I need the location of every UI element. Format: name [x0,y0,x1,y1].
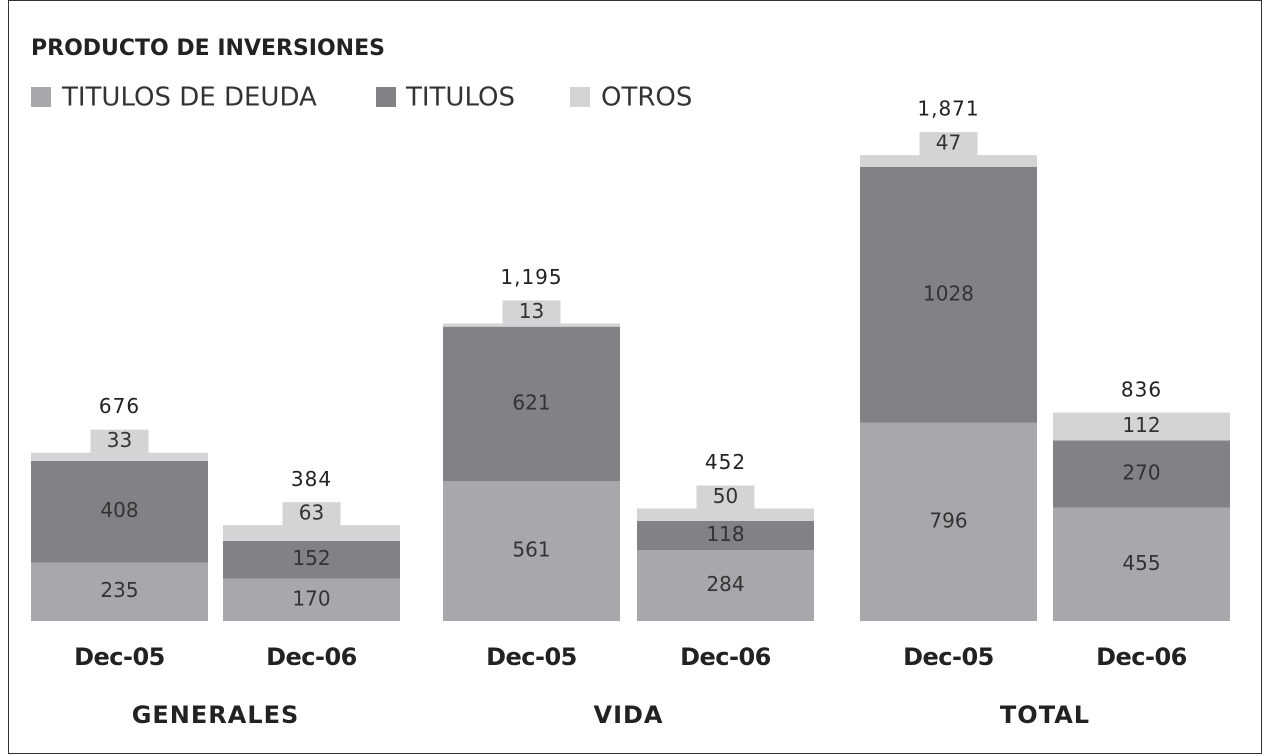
bar-segment [637,550,814,621]
total-label: 836 [1121,377,1162,401]
total-label: 384 [291,467,332,491]
bar-segment [860,166,1037,423]
segment-label: 47 [936,131,961,155]
label-box [919,132,978,156]
bar-segment [31,452,208,461]
bar-segment [223,578,400,621]
x-tick-label: Dec-05 [903,643,994,671]
bar-segment [1053,412,1230,441]
bar-segment [637,508,814,521]
bar-segment [223,540,400,579]
label-box [502,300,561,324]
label-box [696,485,755,509]
bar-segment [860,155,1037,167]
segment-label: 270 [1122,461,1160,485]
legend-label: TITULOS DE DEUDA [61,83,317,113]
x-tick-label: Dec-06 [266,643,357,671]
segment-label: 170 [292,586,330,610]
x-tick-label: Dec-05 [486,643,577,671]
legend-label: TITULOS [405,83,515,113]
bar-segment [31,460,208,563]
segment-label: 284 [706,572,744,596]
bar-segment [1053,440,1230,508]
chart-title: PRODUCTO DE INVERSIONES [31,36,385,61]
frame [8,0,1262,754]
group-label: GENERALES [132,701,300,729]
segment-label: 455 [1122,551,1160,575]
segment-label: 796 [929,508,967,532]
bar-segment [31,562,208,621]
segment-label: 152 [292,546,330,570]
legend-label: OTROS [601,83,692,113]
label-box [90,429,149,453]
legend-swatch [570,87,590,107]
bar-segment [443,481,620,621]
x-tick-label: Dec-05 [74,643,165,671]
segment-label: 63 [299,501,324,525]
x-tick-label: Dec-06 [680,643,771,671]
total-label: 1,195 [500,265,562,289]
label-box [282,502,341,526]
total-label: 1,871 [917,97,979,121]
segment-label: 33 [107,428,132,452]
segment-label: 112 [1122,413,1160,437]
bar-segment [443,326,620,482]
group-label: TOTAL [1000,701,1090,729]
segment-label: 13 [519,299,544,323]
bar-segment [223,525,400,541]
segment-label: 1028 [923,281,974,305]
group-label: VIDA [594,701,664,729]
segment-label: 561 [512,538,550,562]
legend-swatch [31,87,51,107]
segment-label: 235 [100,578,138,602]
bar-segment [637,520,814,551]
total-label: 676 [99,394,140,418]
total-label: 452 [705,450,746,474]
segment-label: 621 [512,390,550,414]
bar-segment [443,323,620,327]
segment-label: 408 [100,498,138,522]
segment-label: 118 [706,522,744,546]
legend-swatch [376,87,396,107]
segment-label: 50 [713,484,738,508]
bar-segment [1053,507,1230,621]
x-tick-label: Dec-06 [1096,643,1187,671]
bar-segment [860,422,1037,621]
